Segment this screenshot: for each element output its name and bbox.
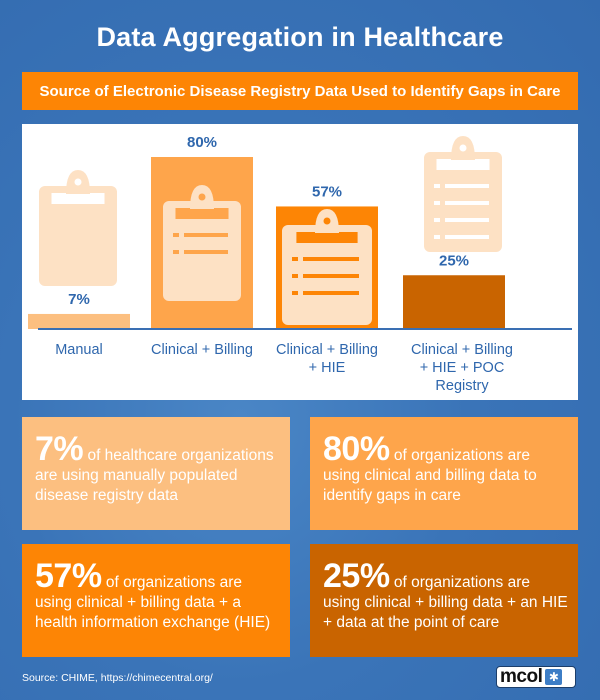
- value-label-3: 25%: [439, 252, 469, 269]
- stat-card-text: of organizations are using clinical + bi…: [323, 574, 568, 631]
- stat-card-value: 25%: [323, 557, 390, 595]
- category-label-line: Clinical + Billing: [151, 342, 253, 358]
- chart-subtitle-banner: Source of Electronic Disease Registry Da…: [22, 72, 578, 110]
- category-label-0: Manual: [9, 341, 149, 359]
- clipboard-icon: [282, 209, 372, 325]
- value-label-2: 57%: [312, 183, 342, 200]
- snowflake-icon: ✱: [545, 669, 563, 685]
- category-label-line: Manual: [55, 342, 103, 358]
- stat-card-value: 57%: [35, 557, 102, 595]
- chart-subtitle: Source of Electronic Disease Registry Da…: [39, 82, 561, 100]
- clipboard-icon: [424, 136, 502, 252]
- clipboard-icon: [163, 185, 241, 301]
- bar-chart: 7% 80% 57% 25%: [28, 134, 572, 330]
- stat-card-clinical-billing: 80% of organizations are using clinical …: [310, 417, 578, 530]
- stat-card-text: of organizations are using clinical + bi…: [35, 574, 271, 631]
- category-label-line: Registry: [435, 378, 489, 394]
- stat-card-text: of organizations are using clinical and …: [323, 447, 537, 504]
- value-label-0: 7%: [68, 291, 90, 308]
- category-label-3: Clinical + Billing + HIE + POC Registry: [392, 341, 532, 395]
- page-title: Data Aggregation in Healthcare: [96, 22, 504, 52]
- stat-card-poc: 25% of organizations are using clinical …: [310, 544, 578, 657]
- value-label-1: 80%: [187, 134, 217, 151]
- bar-0: [28, 313, 130, 329]
- stat-card-manual: 7% of healthcare organizations are using…: [22, 417, 290, 530]
- mcol-logo: mcol ✱: [496, 666, 576, 688]
- category-label-line: Clinical + Billing: [276, 342, 378, 358]
- category-label-line: Clinical + Billing: [411, 342, 513, 358]
- stat-card-hie: 57% of organizations are using clinical …: [22, 544, 290, 657]
- category-label-line: + HIE: [308, 360, 346, 376]
- category-label-1: Clinical + Billing: [132, 341, 272, 359]
- category-label-2: Clinical + Billing + HIE: [257, 341, 397, 377]
- chart-panel: 7% 80% 57% 25% Manual Clinical + Billing Clin…: [22, 124, 578, 400]
- stat-card-text: of healthcare organizations are using ma…: [35, 447, 274, 504]
- bar-3: [403, 275, 505, 329]
- category-label-line: + HIE + POC: [419, 360, 505, 376]
- source-citation: Source: CHIME, https://chimecentral.org/: [22, 672, 213, 684]
- stat-card-value: 80%: [323, 430, 390, 468]
- clipboard-icon: [39, 170, 117, 286]
- logo-text: mcol: [500, 666, 543, 687]
- stat-card-value: 7%: [35, 430, 84, 468]
